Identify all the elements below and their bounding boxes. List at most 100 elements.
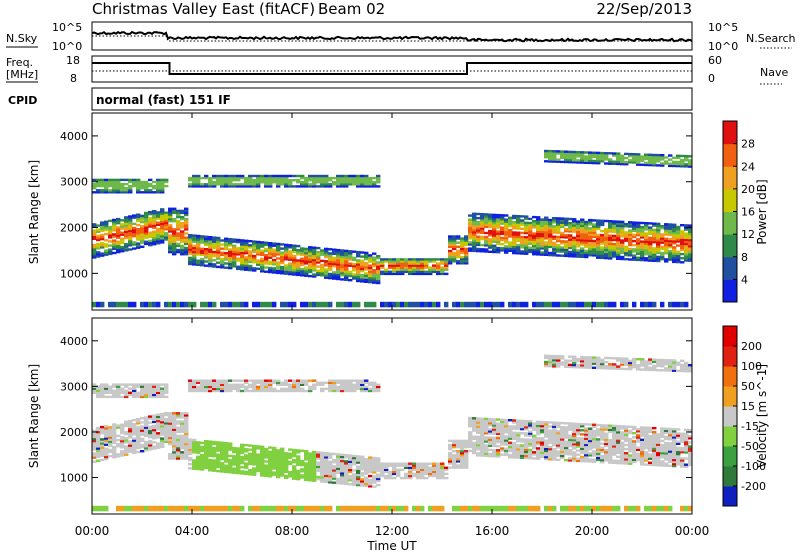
heatmap-cell: [128, 238, 133, 241]
heatmap-cell: [236, 174, 241, 178]
heatmap-cell: [404, 262, 409, 265]
heatmap-cell: [636, 238, 641, 241]
heatmap-cell: [356, 381, 361, 384]
heatmap-cell: [608, 226, 613, 229]
heatmap-cell: [248, 185, 253, 188]
heatmap-cell: [380, 474, 385, 478]
heatmap-cell: [256, 453, 261, 456]
heatmap-cell: [112, 243, 117, 246]
heatmap-cell: [464, 243, 469, 246]
heatmap-cell: [632, 301, 637, 308]
heatmap-cell: [344, 270, 349, 273]
heatmap-cell: [492, 250, 497, 254]
heatmap-cell: [640, 163, 645, 166]
heatmap-cell: [576, 251, 581, 254]
heatmap-cell: [336, 467, 341, 470]
heatmap-cell: [168, 228, 173, 231]
heatmap-cell: [332, 381, 337, 384]
heatmap-cell: [228, 448, 233, 451]
heatmap-cell: [376, 461, 381, 464]
heatmap-cell: [308, 179, 313, 182]
heatmap-cell: [220, 243, 225, 246]
heatmap-cell: [216, 443, 221, 446]
heatmap-cell: [216, 257, 221, 260]
heatmap-cell: [104, 435, 109, 438]
heatmap-cell: [552, 357, 557, 360]
heatmap-cell: [136, 242, 141, 245]
heatmap-cell: [292, 185, 297, 188]
heatmap-cell: [552, 361, 557, 364]
heatmap-cell: [284, 251, 289, 255]
heatmap-cell: [388, 258, 393, 261]
heatmap-cell: [264, 383, 269, 386]
heatmap-cell: [100, 244, 105, 247]
heatmap-cell: [632, 225, 637, 228]
heatmap-cell: [184, 414, 189, 417]
heatmap-cell: [280, 261, 285, 265]
heatmap-cell: [428, 258, 433, 261]
heatmap-cell: [200, 453, 205, 457]
heatmap-cell: [188, 236, 193, 239]
heatmap-cell: [360, 267, 365, 271]
heatmap-cell: [260, 241, 265, 244]
heatmap-cell: [576, 230, 581, 234]
heatmap-cell: [148, 425, 153, 428]
heatmap-cell: [376, 275, 381, 278]
heatmap-cell: [92, 247, 97, 251]
heatmap-cell: [444, 466, 449, 469]
heatmap-cell: [340, 185, 345, 188]
heatmap-cell: [408, 462, 413, 465]
heatmap-cell: [192, 440, 197, 444]
heatmap-cell: [184, 301, 189, 308]
heatmap-cell: [640, 230, 645, 233]
heatmap-cell: [460, 249, 465, 253]
heatmap-cell: [556, 223, 561, 226]
heatmap-cell: [564, 156, 569, 160]
heatmap-cell: [156, 189, 161, 192]
heatmap-cell: [608, 228, 613, 231]
heatmap-cell: [276, 249, 281, 252]
heatmap-cell: [92, 237, 97, 240]
heatmap-cell: [308, 268, 313, 272]
heatmap-cell: [500, 428, 505, 432]
heatmap-cell: [476, 423, 481, 426]
heatmap-cell: [184, 232, 189, 235]
heatmap-cell: [412, 468, 417, 471]
heatmap-cell: [372, 387, 377, 391]
heatmap-cell: [588, 159, 593, 163]
heatmap-cell: [280, 472, 285, 475]
heatmap-cell: [184, 440, 189, 444]
heatmap-cell: [108, 387, 113, 390]
heatmap-cell: [192, 236, 197, 239]
heatmap-cell: [264, 262, 269, 265]
heatmap-cell: [312, 479, 317, 482]
heatmap-cell: [672, 242, 677, 245]
heatmap-cell: [348, 474, 353, 478]
heatmap-cell: [600, 151, 605, 155]
heatmap-cell: [572, 428, 577, 432]
heatmap-cell: [312, 179, 317, 182]
heatmap-cell: [140, 431, 145, 434]
heatmap-cell: [524, 505, 529, 512]
heatmap-cell: [452, 439, 457, 443]
heatmap-cell: [300, 476, 305, 479]
heatmap-cell: [304, 389, 309, 393]
heatmap-cell: [160, 222, 165, 226]
heatmap-cell: [448, 243, 453, 246]
heatmap-cell: [456, 249, 461, 253]
heatmap-cell: [628, 247, 633, 251]
heatmap-cell: [488, 244, 493, 247]
heatmap-cell: [100, 440, 105, 443]
heatmap-cell: [376, 387, 381, 391]
heatmap-cell: [656, 257, 661, 261]
heatmap-cell: [412, 268, 417, 271]
heatmap-cell: [660, 227, 665, 230]
heatmap-cell: [332, 477, 337, 480]
heatmap-cell: [584, 358, 589, 361]
heatmap-cell: [608, 257, 613, 260]
heatmap-cell: [604, 152, 609, 155]
heatmap-cell: [304, 478, 309, 482]
heatmap-cell: [164, 389, 169, 392]
heatmap-cell: [672, 223, 677, 226]
heatmap-cell: [300, 468, 305, 471]
